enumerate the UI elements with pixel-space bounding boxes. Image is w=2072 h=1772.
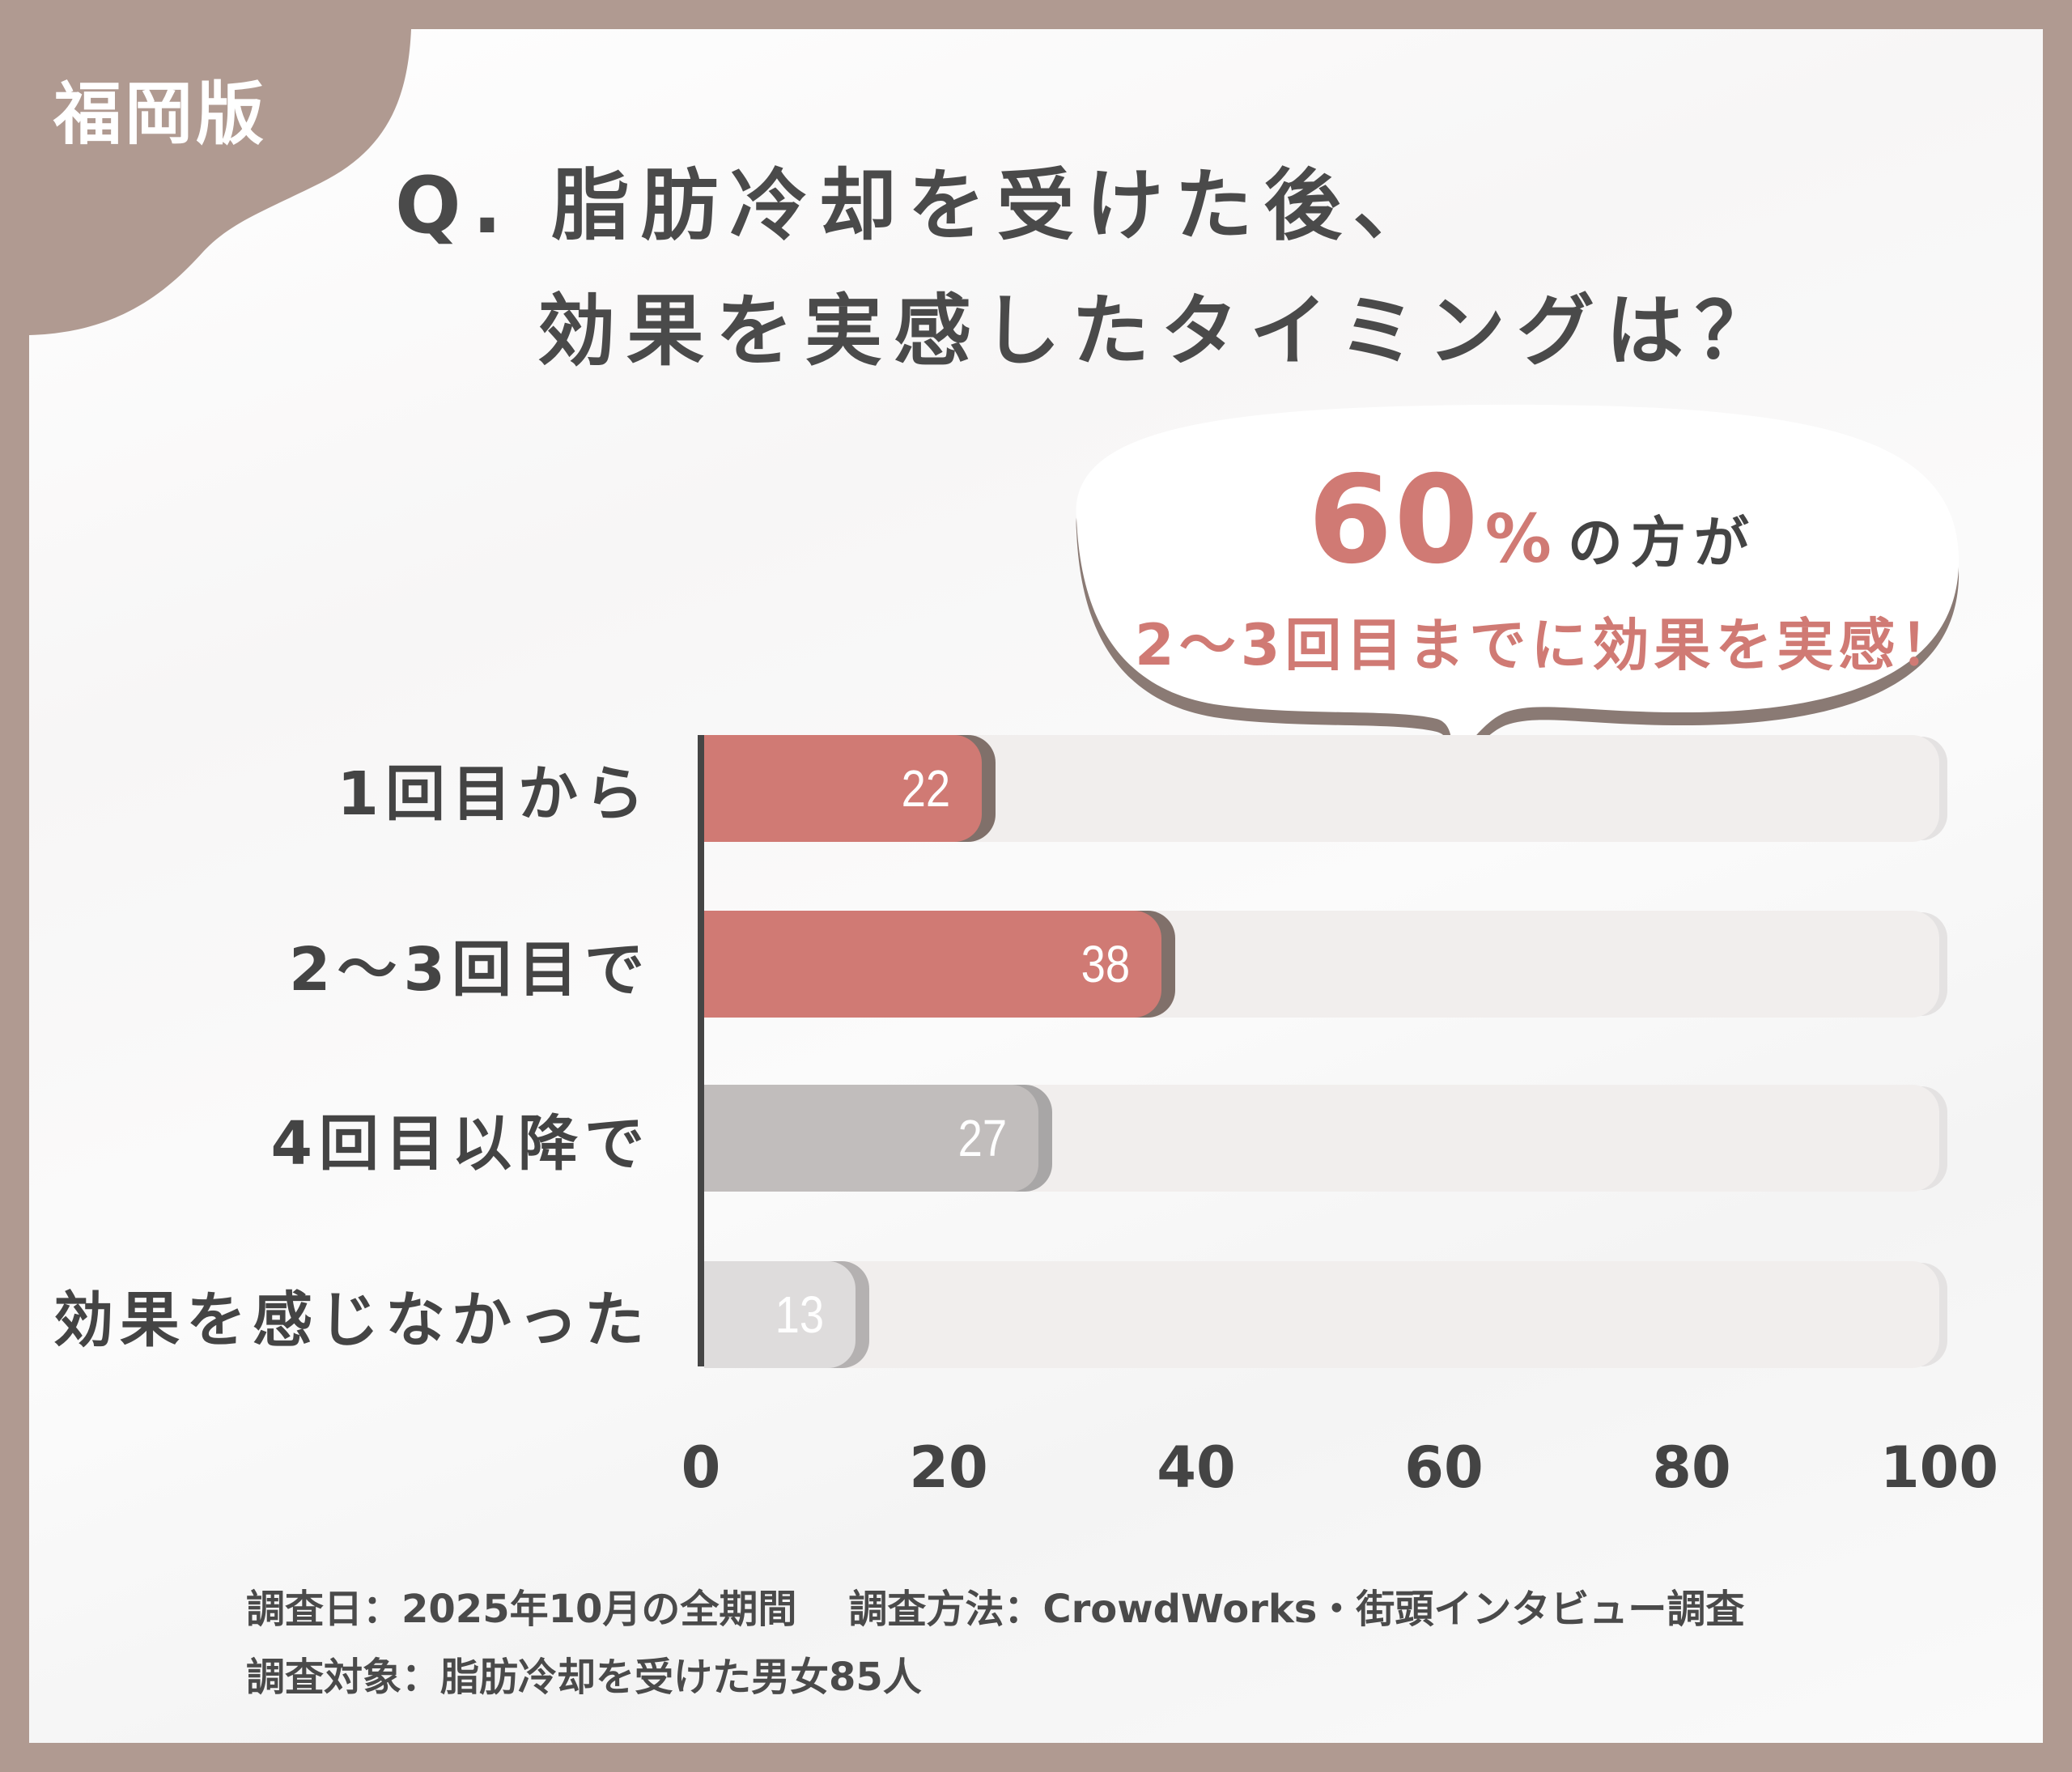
survey-date: 調査日：2025年10月の全期間 (246, 1587, 797, 1632)
x-tick-label: 100 (1879, 1434, 1999, 1501)
infographic-panel: 福岡版 Q. 脂肪冷却を受けた後、 効果を実感したタイミングは？ 60 % の方… (29, 29, 2043, 1743)
x-tick-label: 60 (1404, 1434, 1484, 1501)
speech-bubble (1076, 405, 1959, 834)
survey-info-line1: 調査日：2025年10月の全期間 調査方法：CrowdWorks・街頭インタビュー… (246, 1577, 1744, 1634)
region-label: 福岡版 (53, 74, 268, 154)
bar-track (704, 1261, 1939, 1368)
x-tick-label: 0 (681, 1434, 721, 1501)
bar-value: 13 (775, 1285, 824, 1344)
x-tick-label: 40 (1157, 1434, 1236, 1501)
question-title-line1: Q. 脂肪冷却を受けた後、 (395, 160, 1442, 251)
bar-4th-or-later: 27 (704, 1085, 1038, 1192)
callout-percentage: 60 (1308, 450, 1480, 591)
y-axis-line (698, 735, 704, 1366)
survey-target: 調査対象：脂肪冷却を受けた男女85人 (246, 1655, 922, 1700)
category-label: 2〜3回目で (289, 934, 651, 1005)
category-label: 1回目から (337, 759, 651, 829)
callout-headline: 60 % の方が (1308, 450, 1757, 591)
callout-percent-sign: % (1484, 501, 1552, 578)
survey-method: 調査方法：CrowdWorks・街頭インタビュー調査 (848, 1587, 1745, 1632)
bar-2-3-sessions: 38 (704, 911, 1161, 1018)
bar-value: 38 (1081, 935, 1130, 993)
bar-1st-session: 22 (704, 735, 982, 842)
bar-no-effect: 13 (704, 1261, 856, 1368)
corner-blob-shape (29, 29, 411, 335)
question-title-line2: 効果を実感したタイミングは？ (537, 286, 1784, 376)
category-label: 4回目以降で (270, 1108, 651, 1179)
callout-subject: の方が (1567, 512, 1757, 576)
bar-value: 22 (901, 759, 950, 818)
category-label: 効果を感じなかった (53, 1285, 651, 1355)
bar-value: 27 (957, 1109, 1007, 1167)
callout-message: 2〜3回目までに効果を実感！ (1135, 612, 1962, 678)
x-tick-label: 20 (909, 1434, 988, 1501)
x-tick-label: 80 (1652, 1434, 1731, 1501)
